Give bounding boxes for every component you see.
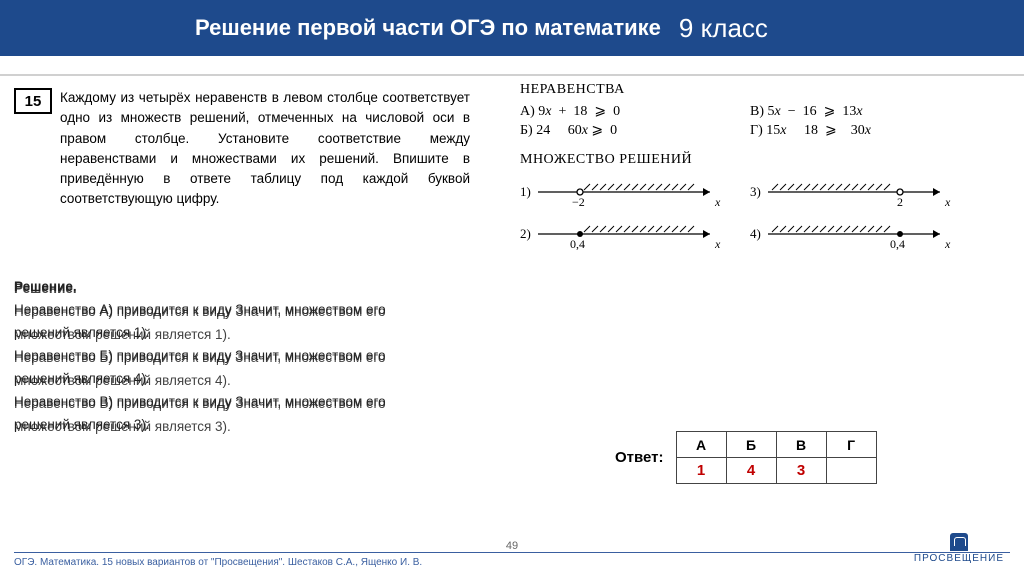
numberline-4: 4) 0,4 x (750, 220, 980, 252)
answer-header: Г (826, 432, 876, 458)
solution-block: Решение.Решение. Неравенство А) приводит… (14, 276, 474, 437)
answer-header: Б (726, 432, 776, 458)
answer-cell: 1 (676, 458, 726, 484)
answer-cell (826, 458, 876, 484)
header-bar: Решение первой части ОГЭ по математике 9… (0, 0, 1024, 56)
svg-text:0,4: 0,4 (570, 237, 585, 251)
page-number: 49 (506, 540, 518, 552)
svg-text:2: 2 (897, 195, 903, 209)
svg-text:x: x (714, 237, 721, 251)
inequalities-title: НЕРАВЕНСТВА (520, 82, 1010, 98)
svg-text:1): 1) (520, 184, 531, 199)
numberline-1: 1) −2 x (520, 178, 750, 210)
answer-block: Ответ: А Б В Г 1 4 3 (615, 431, 877, 484)
ineq-g: Г) 15x 18 ⩾ 30x (750, 121, 980, 140)
ineq-b: Б) 24 60x ⩾ 0 (520, 121, 750, 140)
ineq-v: В) 5x − 16 ⩾ 13x (750, 102, 980, 121)
footer: ОГЭ. Математика. 15 новых вариантов от "… (0, 552, 1024, 568)
svg-text:x: x (714, 195, 721, 209)
svg-text:4): 4) (750, 226, 761, 241)
footer-text: ОГЭ. Математика. 15 новых вариантов от "… (0, 557, 1024, 568)
answer-label: Ответ: (615, 449, 664, 466)
solutions-title: МНОЖЕСТВО РЕШЕНИЙ (520, 152, 1010, 168)
numberline-2: 2) 0,4 x (520, 220, 750, 252)
svg-text:0,4: 0,4 (890, 237, 905, 251)
answer-cell: 3 (776, 458, 826, 484)
answer-table: А Б В Г 1 4 3 (676, 431, 877, 484)
page-title: Решение первой части ОГЭ по математике (195, 15, 661, 41)
ineq-a: А) 9x + 18 ⩾ 0 (520, 102, 750, 121)
answer-header: В (776, 432, 826, 458)
svg-text:3): 3) (750, 184, 761, 199)
problem-number-box: 15 (14, 88, 52, 114)
problem-text: Каждому из четырёх неравенств в левом ст… (60, 88, 470, 210)
svg-text:x: x (944, 195, 951, 209)
grade-label: 9 класс (679, 13, 768, 44)
numberline-3: 3) 2 x (750, 178, 980, 210)
svg-text:x: x (944, 237, 951, 251)
answer-header: А (676, 432, 726, 458)
svg-text:2): 2) (520, 226, 531, 241)
svg-text:−2: −2 (572, 195, 585, 209)
publisher-logo: ПРОСВЕЩЕНИЕ (914, 533, 1004, 564)
answer-cell: 4 (726, 458, 776, 484)
book-icon (950, 533, 968, 551)
right-column: НЕРАВЕНСТВА А) 9x + 18 ⩾ 0 В) 5x − 16 ⩾ … (520, 82, 1010, 262)
